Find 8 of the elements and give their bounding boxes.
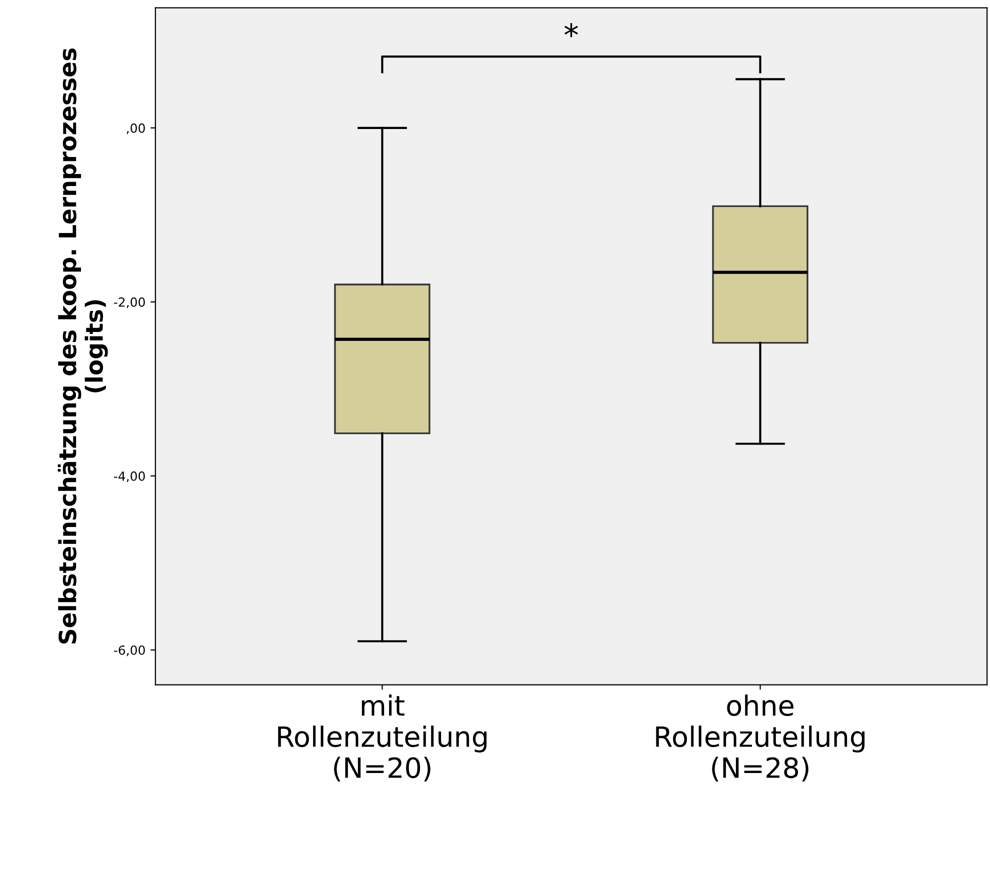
y-tick-label: -6,00 — [114, 645, 145, 656]
x-tick-label: mit Rollenzuteilung (N=20) — [278, 694, 487, 782]
annotation: * — [564, 23, 578, 38]
x-tick-label: ohne Rollenzuteilung (N=28) — [656, 694, 865, 782]
y-tick-label: -4,00 — [114, 471, 145, 482]
y-axis-title: Selbsteinschätzung des koop. Lernprozesses (logits) — [58, 48, 108, 644]
y-tick-label: ,00 — [126, 123, 145, 134]
y-tick-label: -2,00 — [114, 297, 145, 308]
